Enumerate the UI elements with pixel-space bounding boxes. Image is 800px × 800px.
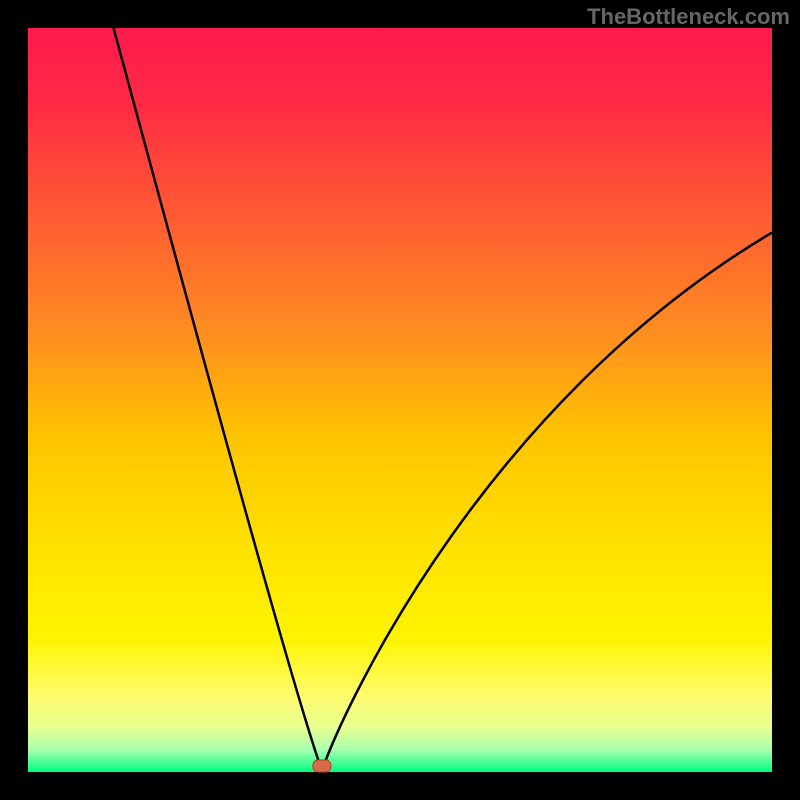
chart-plot-area — [28, 28, 772, 772]
chart-svg — [0, 0, 800, 800]
optimal-point-marker — [313, 760, 331, 772]
bottleneck-chart — [0, 0, 800, 800]
watermark-text: TheBottleneck.com — [587, 4, 790, 30]
